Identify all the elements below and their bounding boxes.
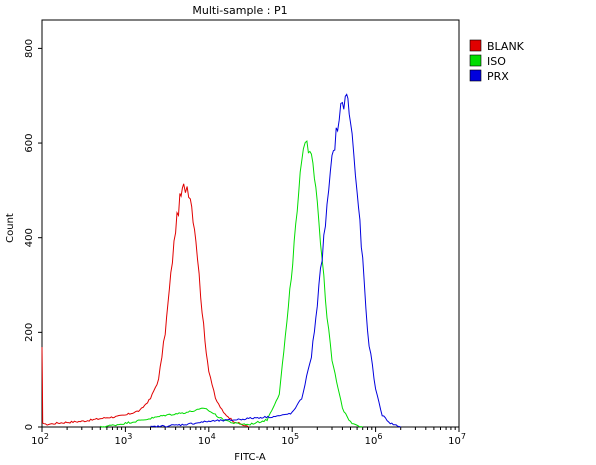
x-axis: 102 103 104 105 106 107 (31, 427, 466, 447)
legend-label-iso: ISO (487, 55, 506, 68)
x-tick-label: 104 (198, 432, 216, 447)
legend: BLANK ISO PRX (469, 39, 525, 83)
x-tick-label: 105 (281, 432, 299, 447)
y-axis-title: Count (5, 213, 16, 243)
y-axis: 0 200 400 600 800 (24, 39, 42, 430)
plot-area-frame (41, 19, 460, 428)
series-line-blank (41, 183, 249, 428)
x-tick-label: 102 (31, 432, 49, 447)
x-tick-label: 106 (365, 432, 383, 447)
x-tick-label: 103 (114, 432, 132, 447)
series-line-prx (150, 93, 401, 428)
x-tick-label: 107 (448, 432, 466, 447)
legend-swatch-iso (469, 54, 482, 67)
legend-label-blank: BLANK (487, 40, 525, 53)
series-line-iso (100, 140, 363, 428)
x-axis-title: FITC-A (234, 452, 266, 463)
y-tick-label: 0 (24, 424, 35, 430)
legend-swatch-prx (469, 69, 482, 82)
histogram-series (41, 93, 401, 428)
y-tick-label: 200 (24, 323, 35, 342)
legend-label-prx: PRX (487, 70, 509, 83)
y-tick-label: 800 (24, 39, 35, 58)
y-tick-label: 400 (24, 228, 35, 247)
chart-title: Multi-sample : P1 (192, 4, 287, 17)
legend-swatch-blank (469, 39, 482, 52)
y-tick-label: 600 (24, 133, 35, 152)
